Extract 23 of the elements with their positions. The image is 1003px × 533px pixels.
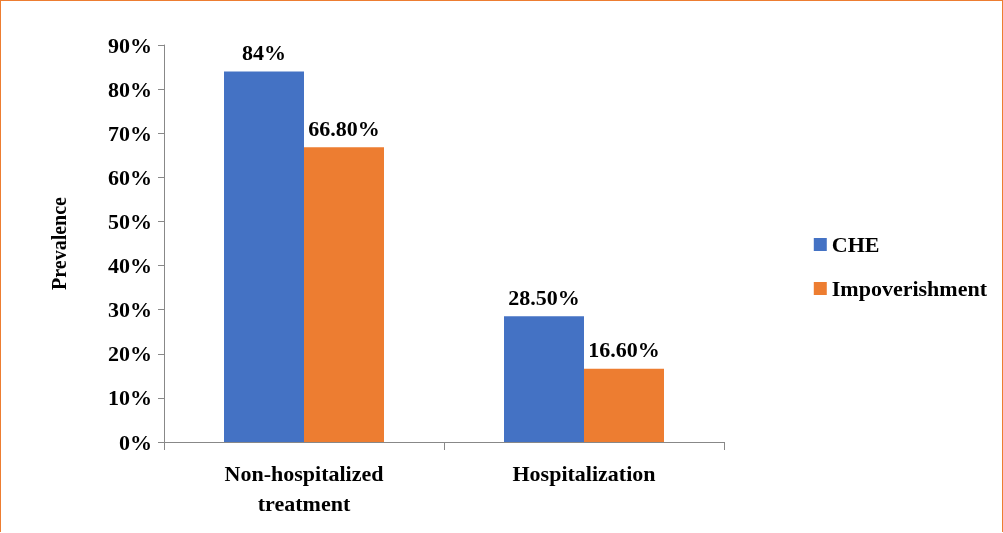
- bar: [504, 316, 584, 442]
- y-axis-title: Prevalence: [48, 196, 70, 290]
- x-tick-label: Non-hospitalized treatment: [224, 460, 384, 516]
- legend-label: CHE: [831, 232, 880, 257]
- x-tick-label: Hospitalization: [512, 460, 656, 486]
- legend-label: Impoverishment: [831, 276, 988, 301]
- bar: [584, 368, 664, 442]
- bar: [224, 71, 304, 442]
- bar: [304, 147, 384, 442]
- data-label: 66.80%: [308, 115, 380, 141]
- y-tick-label: 70%: [108, 120, 152, 146]
- y-tick-label: 10%: [108, 385, 152, 411]
- y-tick-label: 40%: [108, 253, 152, 279]
- y-tick-label: 60%: [108, 164, 152, 190]
- data-label: 28.50%: [508, 284, 580, 310]
- y-tick-label: 80%: [108, 76, 152, 102]
- y-tick-label: 0%: [119, 429, 152, 455]
- y-tick-label: 90%: [108, 32, 152, 58]
- data-label: 16.60%: [588, 337, 660, 363]
- y-tick-label: 30%: [108, 297, 152, 323]
- y-tick-label: 50%: [108, 208, 152, 234]
- y-tick-label: 20%: [108, 341, 152, 367]
- data-label: 84%: [242, 39, 286, 65]
